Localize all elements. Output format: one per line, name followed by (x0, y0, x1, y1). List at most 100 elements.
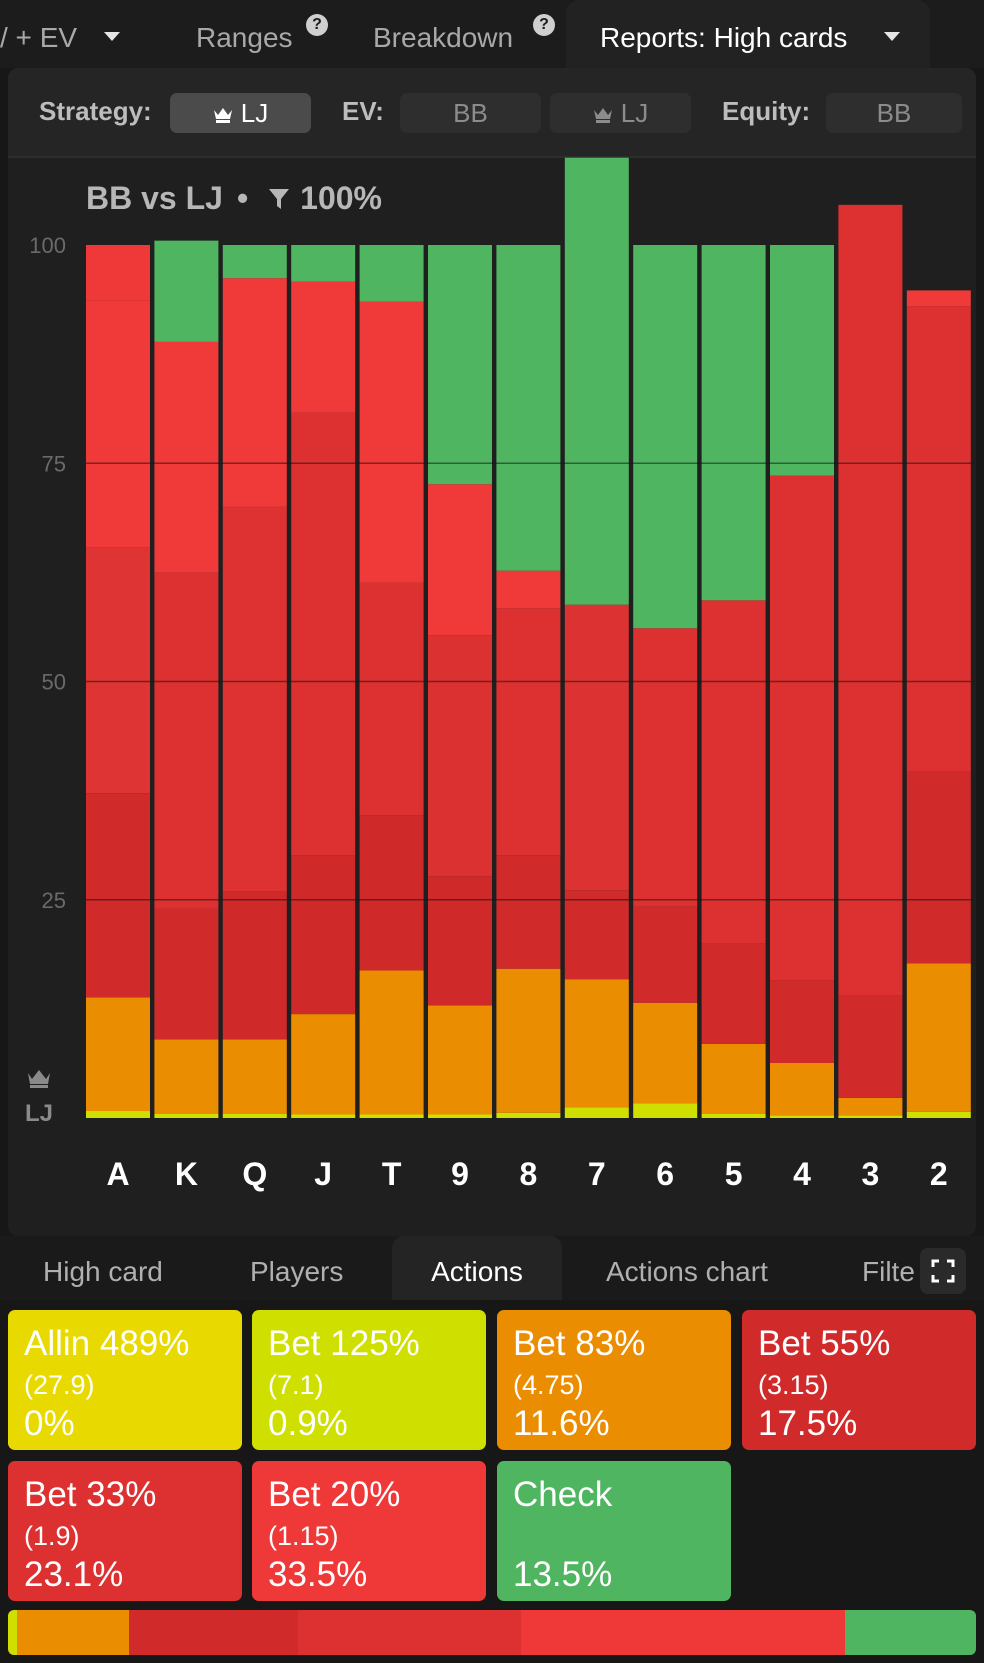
bar-segment-Q-bet-125-[interactable] (222, 1113, 287, 1118)
bar-segment-4-bet-55-[interactable] (770, 980, 834, 1064)
bar-segment-4-bet-33-[interactable] (770, 475, 834, 981)
bar-segment-2-bet-125-[interactable] (906, 1111, 971, 1118)
bar-segment-7-check[interactable] (564, 157, 629, 605)
bar-segment-6-bet-83-[interactable] (633, 1002, 698, 1104)
bar-segment-Q-check[interactable] (222, 245, 287, 279)
bar-segment-A-bet-125-[interactable] (86, 1111, 150, 1118)
bar-segment-2-bet-20-[interactable] (906, 290, 971, 307)
action-card-check[interactable]: Check 13.5% (497, 1461, 731, 1601)
tab-actions[interactable]: Actions (392, 1236, 562, 1300)
bar-segment-A-bet-83-[interactable] (86, 997, 150, 1112)
bar-segment-5-bet-33-[interactable] (701, 600, 766, 944)
bar-segment-8-check[interactable] (496, 245, 561, 571)
bar-segment-T-bet-83-[interactable] (359, 970, 424, 1115)
bar-segment-3-bet-33-[interactable] (838, 204, 903, 996)
bar-segment-7-bet-33-[interactable] (564, 604, 629, 891)
tab-reports-high-cards[interactable]: Reports: High cards (566, 0, 930, 68)
bar-segment-A-check[interactable] (86, 245, 150, 301)
bar-segment-2-bet-33-[interactable] (906, 306, 971, 772)
ev-bb-label: BB (453, 98, 488, 128)
bar-segment-J-check[interactable] (291, 245, 356, 282)
bar-segment-9-check[interactable] (428, 245, 492, 485)
bar-segment-2-bet-55-[interactable] (906, 771, 971, 964)
action-percent: 23.1% (24, 1555, 124, 1594)
tab-breakdown[interactable]: Breakdown ? (373, 0, 563, 68)
tab-high-card[interactable]: High card (43, 1256, 163, 1287)
bar-segment-T-bet-55-[interactable] (359, 815, 424, 971)
bar-segment-T-bet-20-[interactable] (359, 301, 424, 583)
bar-segment-6-bet-33-[interactable] (633, 628, 698, 907)
bar-segment-K-bet-20-[interactable] (154, 341, 219, 573)
action-card-bet-33[interactable]: Bet 33% (1.9) 23.1% (8, 1461, 242, 1601)
bar-segment-6-bet-55-[interactable] (633, 906, 698, 1003)
bar-segment-6-bet-125-[interactable] (633, 1103, 698, 1118)
bar-segment-9-bet-83-[interactable] (428, 1005, 492, 1115)
chevron-down-icon (104, 32, 120, 41)
bar-segment-4-bet-125-[interactable] (770, 1115, 834, 1118)
bar-segment-6-check[interactable] (633, 245, 698, 629)
bar-segment-7-bet-55-[interactable] (564, 890, 629, 980)
bar-segment-9-bet-55-[interactable] (428, 876, 492, 1006)
bar-segment-9-bet-33-[interactable] (428, 635, 492, 877)
bar-segment-4-bet-83-[interactable] (770, 1063, 834, 1116)
tab-actions-chart[interactable]: Actions chart (606, 1256, 768, 1287)
bar-segment-A-bet-20-[interactable] (86, 300, 150, 548)
action-card-bet-83[interactable]: Bet 83% (4.75) 11.6% (497, 1310, 731, 1450)
ev-bb-button[interactable]: BB (400, 93, 541, 133)
bar-segment-5-bet-83-[interactable] (701, 1043, 766, 1114)
bar-segment-J-bet-33-[interactable] (291, 412, 356, 856)
bar-segment-5-bet-55-[interactable] (701, 943, 766, 1044)
tab-filters[interactable]: Filters (862, 1256, 914, 1287)
help-icon[interactable]: ? (306, 14, 328, 36)
bar-segment-T-bet-125-[interactable] (359, 1114, 424, 1118)
bar-segment-8-bet-33-[interactable] (496, 608, 561, 856)
bar-segment-7-bet-83-[interactable] (564, 979, 629, 1108)
tab-players[interactable]: Players (250, 1256, 344, 1287)
bar-segment-8-bet-20-[interactable] (496, 570, 561, 609)
bar-segment-9-bet-125-[interactable] (428, 1114, 492, 1118)
bar-segment-K-bet-55-[interactable] (154, 908, 219, 1040)
bar-segment-T-bet-33-[interactable] (359, 582, 424, 816)
action-card-bet-55[interactable]: Bet 55% (3.15) 17.5% (742, 1310, 976, 1450)
tab-reports-label: Reports: High cards (600, 22, 848, 53)
bar-segment-J-bet-55-[interactable] (291, 855, 356, 1015)
bar-segment-J-bet-125-[interactable] (291, 1114, 356, 1118)
ev-lj-label: LJ (620, 98, 649, 128)
bar-segment-K-bet-125-[interactable] (154, 1113, 219, 1118)
strategy-player-button[interactable]: LJ (170, 93, 311, 133)
bar-segment-T-check[interactable] (359, 245, 424, 302)
bar-segment-4-check[interactable] (770, 245, 834, 476)
bar-segment-3-bet-55-[interactable] (838, 995, 903, 1098)
action-card-bet-20[interactable]: Bet 20% (1.15) 33.5% (252, 1461, 486, 1601)
top-tab-bar: / + EV Ranges ? Breakdown ? Reports: Hig… (0, 0, 984, 68)
bar-segment-K-bet-33-[interactable] (154, 572, 219, 909)
bar-segment-J-bet-83-[interactable] (291, 1014, 356, 1115)
bar-segment-Q-bet-20-[interactable] (222, 278, 287, 507)
bar-segment-Q-bet-33-[interactable] (222, 506, 287, 892)
help-icon[interactable]: ? (533, 14, 555, 36)
bar-segment-5-bet-125-[interactable] (701, 1113, 766, 1118)
bar-segment-8-bet-125-[interactable] (496, 1112, 561, 1118)
bar-segment-7-bet-125-[interactable] (564, 1107, 629, 1118)
bar-segment-3-bet-125-[interactable] (838, 1115, 903, 1118)
bar-segment-J-bet-20-[interactable] (291, 281, 356, 413)
bar-segment-Q-bet-55-[interactable] (222, 891, 287, 1040)
bar-segment-K-check[interactable] (154, 240, 219, 342)
bar-segment-8-bet-55-[interactable] (496, 855, 561, 969)
ev-lj-button[interactable]: LJ (550, 93, 691, 133)
bar-segment-2-bet-83-[interactable] (906, 963, 971, 1112)
bar-segment-9-bet-20-[interactable] (428, 484, 492, 636)
bar-segment-K-bet-83-[interactable] (154, 1039, 219, 1114)
equity-bb-button[interactable]: BB (826, 93, 962, 133)
tab-ev[interactable]: / + EV (0, 0, 150, 68)
action-card-allin[interactable]: Allin 489% (27.9) 0% (8, 1310, 242, 1450)
bar-segment-A-bet-33-[interactable] (86, 547, 150, 794)
tab-ranges[interactable]: Ranges ? (196, 0, 346, 68)
fullscreen-button[interactable] (920, 1248, 966, 1294)
action-card-bet-125[interactable]: Bet 125% (7.1) 0.9% (252, 1310, 486, 1450)
bar-segment-3-bet-83-[interactable] (838, 1097, 903, 1116)
bar-segment-5-check[interactable] (701, 245, 766, 601)
bar-segment-A-bet-55-[interactable] (86, 793, 150, 998)
bar-segment-8-bet-83-[interactable] (496, 968, 561, 1113)
bar-segment-Q-bet-83-[interactable] (222, 1039, 287, 1114)
